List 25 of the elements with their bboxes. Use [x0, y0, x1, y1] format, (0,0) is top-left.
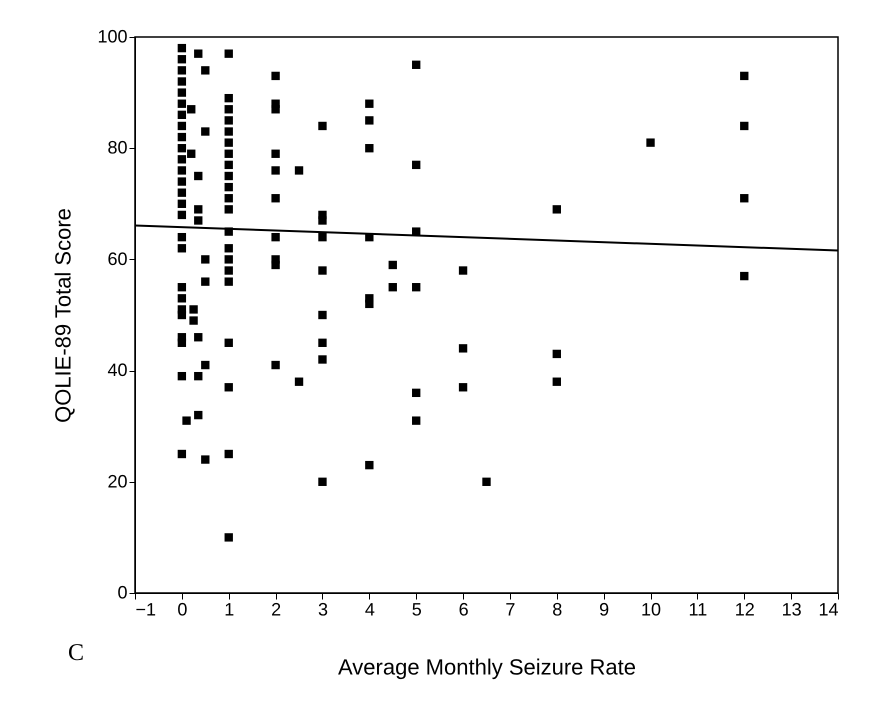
- x-tick-label: 5: [412, 600, 422, 620]
- x-tick-label: 3: [318, 600, 328, 620]
- x-tick-label: 14: [818, 600, 838, 620]
- y-tick-label: 20: [107, 471, 128, 492]
- x-axis-title: Average Monthly Seizure Rate: [338, 654, 636, 680]
- y-axis-title: QOLIE-89 Total Score: [50, 208, 76, 423]
- x-tick-label: 6: [458, 600, 469, 620]
- y-tick-label: 40: [107, 360, 128, 380]
- x-tick-label: 12: [734, 600, 755, 620]
- text: C: [68, 640, 84, 667]
- x-tick-label: 0: [177, 600, 188, 620]
- x-tick-label: 7: [505, 600, 516, 620]
- x-tick-label: 9: [599, 600, 610, 620]
- x-tick-label: 10: [641, 600, 662, 620]
- y-tick-label: 60: [107, 248, 128, 269]
- x-tick-label: 2: [271, 600, 282, 620]
- x-tick-label: −1: [136, 600, 156, 620]
- x-tick-label: 1: [224, 600, 234, 620]
- x-tick-label: 11: [688, 600, 708, 620]
- y-tick-label: 80: [107, 138, 128, 158]
- x-tick-label: 8: [552, 600, 562, 620]
- y-tick-label: 100: [97, 26, 128, 46]
- x-tick-label: 4: [364, 600, 375, 620]
- y-tick-label: 0: [117, 582, 128, 602]
- x-tick-label: 13: [782, 600, 802, 620]
